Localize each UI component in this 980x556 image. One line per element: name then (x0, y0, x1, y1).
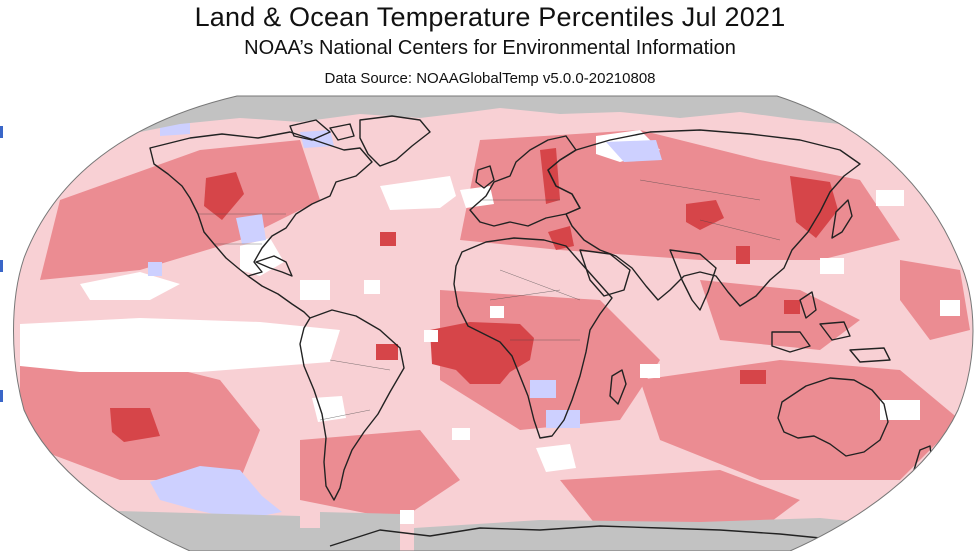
north-america-outline (149, 131, 373, 277)
africa-outline (453, 237, 613, 439)
data-source-label: Data Source: NOAAGlobalTemp v5.0.0-20210… (324, 70, 656, 87)
edge-mark (0, 126, 3, 138)
south-america-outline (299, 309, 405, 501)
record-warmest-cells (110, 148, 838, 442)
central-america-outline (247, 275, 311, 319)
maritime-asia-outline (771, 291, 891, 363)
continent-outlines (149, 115, 933, 547)
india-outline (669, 249, 717, 311)
asia-outline (547, 129, 861, 307)
map-title: Land & Ocean Temperature Percentiles Jul… (194, 2, 786, 32)
edge-mark (0, 260, 3, 272)
left-edge-marks (0, 90, 3, 530)
australia-outline (777, 377, 889, 457)
country-borders (198, 179, 781, 421)
madagascar-outline (609, 369, 627, 405)
percentile-field (13, 96, 973, 551)
map-subtitle: NOAA’s National Centers for Environmenta… (244, 37, 736, 59)
arctic-islands-outline (289, 119, 355, 141)
edge-mark (0, 390, 3, 402)
japan-outline (831, 199, 853, 239)
near-average-cells (20, 130, 960, 524)
antarctica-outline (329, 525, 841, 547)
gulf-coast-outline (255, 255, 293, 277)
arabia-outline (579, 249, 631, 297)
greenland-outline (359, 115, 431, 167)
british-isles-outline (475, 165, 495, 189)
